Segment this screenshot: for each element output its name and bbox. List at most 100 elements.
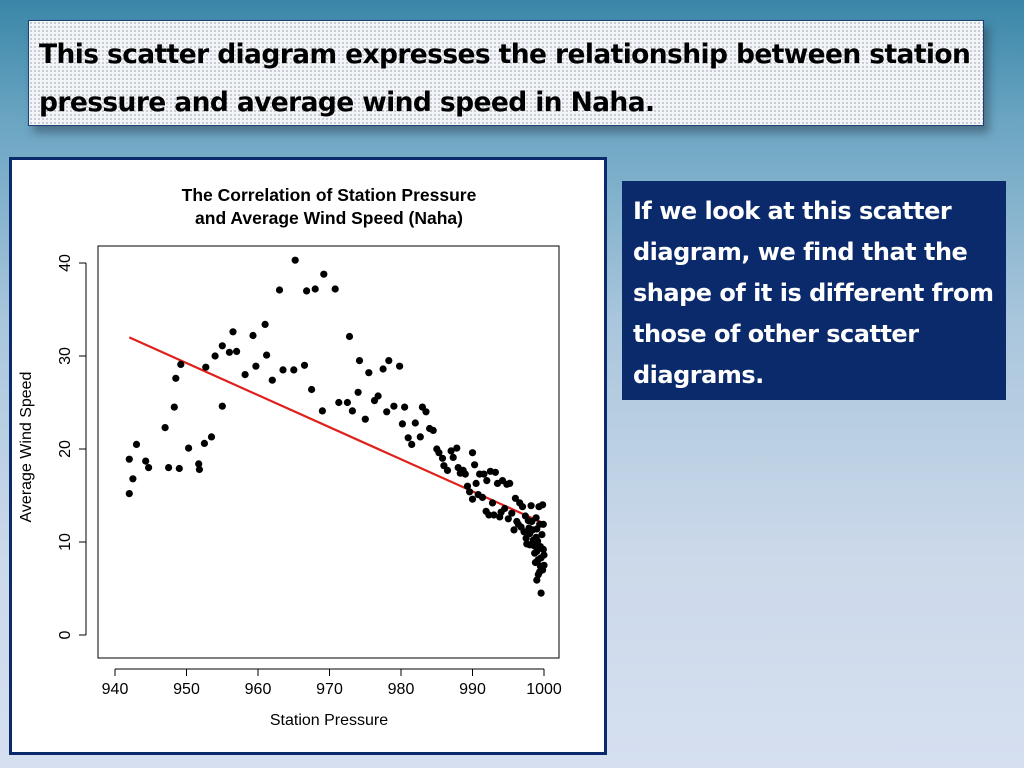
data-point — [538, 531, 546, 539]
data-point — [241, 371, 249, 379]
data-point — [202, 363, 210, 371]
data-point — [383, 408, 391, 416]
x-tick-label: 960 — [245, 681, 272, 698]
data-point — [175, 464, 183, 473]
data-point — [374, 392, 382, 400]
data-point — [396, 362, 404, 370]
data-point — [252, 362, 260, 370]
data-point — [132, 440, 141, 448]
data-point — [453, 444, 461, 452]
data-point — [468, 449, 477, 457]
data-point — [520, 528, 528, 536]
chart-title-line-2: and Average Wind Speed (Naha) — [195, 208, 463, 228]
data-point — [411, 419, 419, 427]
data-point — [429, 426, 437, 434]
data-point — [365, 369, 373, 377]
x-tick-label: 1000 — [526, 681, 562, 698]
data-point — [385, 357, 393, 365]
data-point — [491, 468, 499, 476]
y-axis-label: Average Wind Speed — [18, 372, 35, 523]
data-point — [449, 453, 457, 461]
data-point — [404, 434, 412, 442]
data-point — [275, 286, 284, 294]
slide-title-box: This scatter diagram expresses the relat… — [28, 20, 984, 126]
data-point — [463, 482, 472, 490]
plot-area-box — [97, 245, 560, 659]
data-point — [300, 361, 309, 369]
data-point — [261, 320, 269, 328]
axes: 940 950 960 970 980 990 1000 0 10 20 30 40 — [57, 254, 562, 698]
data-point — [501, 504, 509, 513]
data-point — [343, 398, 351, 407]
data-point — [525, 524, 533, 532]
x-tick-label: 970 — [316, 681, 343, 698]
data-point — [200, 439, 208, 447]
data-point — [537, 589, 545, 597]
data-point — [533, 576, 541, 584]
data-point — [540, 561, 548, 569]
note-text: If we look at this scatter diagram, we f… — [633, 197, 994, 389]
data-point — [311, 285, 319, 293]
data-point — [379, 365, 387, 373]
data-point — [218, 402, 226, 410]
data-point — [165, 464, 173, 472]
data-point — [483, 477, 491, 485]
data-point — [308, 385, 316, 394]
data-point — [443, 466, 452, 474]
data-point — [125, 490, 133, 498]
data-point — [335, 398, 343, 407]
data-point — [468, 495, 477, 503]
trend-line — [128, 336, 545, 525]
data-point — [129, 475, 137, 483]
data-point — [518, 503, 527, 511]
chart-title-line-1: The Correlation of Station Pressure — [182, 185, 477, 205]
data-point — [125, 455, 133, 463]
data-point — [416, 433, 424, 441]
note-box: If we look at this scatter diagram, we f… — [622, 181, 1006, 400]
data-point — [510, 526, 518, 534]
x-tick-label: 950 — [173, 681, 200, 698]
data-point — [480, 470, 488, 478]
data-point — [172, 374, 180, 382]
data-point — [532, 514, 540, 522]
data-point — [447, 447, 455, 455]
data-point — [195, 465, 203, 474]
data-point — [539, 501, 547, 509]
data-point — [355, 357, 364, 365]
data-point — [331, 285, 339, 293]
data-point — [488, 499, 497, 507]
data-point — [207, 433, 216, 441]
y-tick-label: 30 — [57, 347, 74, 365]
data-point — [471, 461, 479, 469]
points-group — [125, 256, 548, 597]
scatter-chart: The Correlation of Station Pressure and … — [18, 185, 562, 729]
data-point — [249, 331, 257, 340]
data-point — [170, 403, 178, 411]
data-point — [263, 351, 271, 359]
data-point — [142, 457, 150, 465]
y-tick-label: 40 — [57, 254, 74, 272]
data-point — [466, 488, 474, 496]
slide-heading: This scatter diagram expresses the relat… — [39, 39, 971, 118]
y-tick-label: 0 — [57, 630, 74, 639]
data-point — [461, 470, 469, 478]
data-point — [536, 568, 544, 576]
data-point — [320, 270, 328, 278]
data-point — [348, 407, 356, 415]
data-point — [438, 454, 447, 462]
data-point — [233, 347, 241, 355]
data-point — [290, 366, 298, 374]
trend-line-group — [128, 336, 545, 525]
x-axis-label: Station Pressure — [270, 712, 388, 729]
data-point — [540, 551, 548, 559]
data-point — [478, 493, 487, 501]
data-point — [318, 407, 326, 415]
data-point — [354, 388, 362, 396]
data-point — [506, 479, 514, 487]
data-point — [390, 402, 398, 410]
data-point — [527, 502, 535, 510]
data-point — [177, 360, 185, 368]
data-point — [508, 509, 516, 517]
x-tick-label: 990 — [459, 681, 486, 698]
data-point — [532, 533, 540, 541]
